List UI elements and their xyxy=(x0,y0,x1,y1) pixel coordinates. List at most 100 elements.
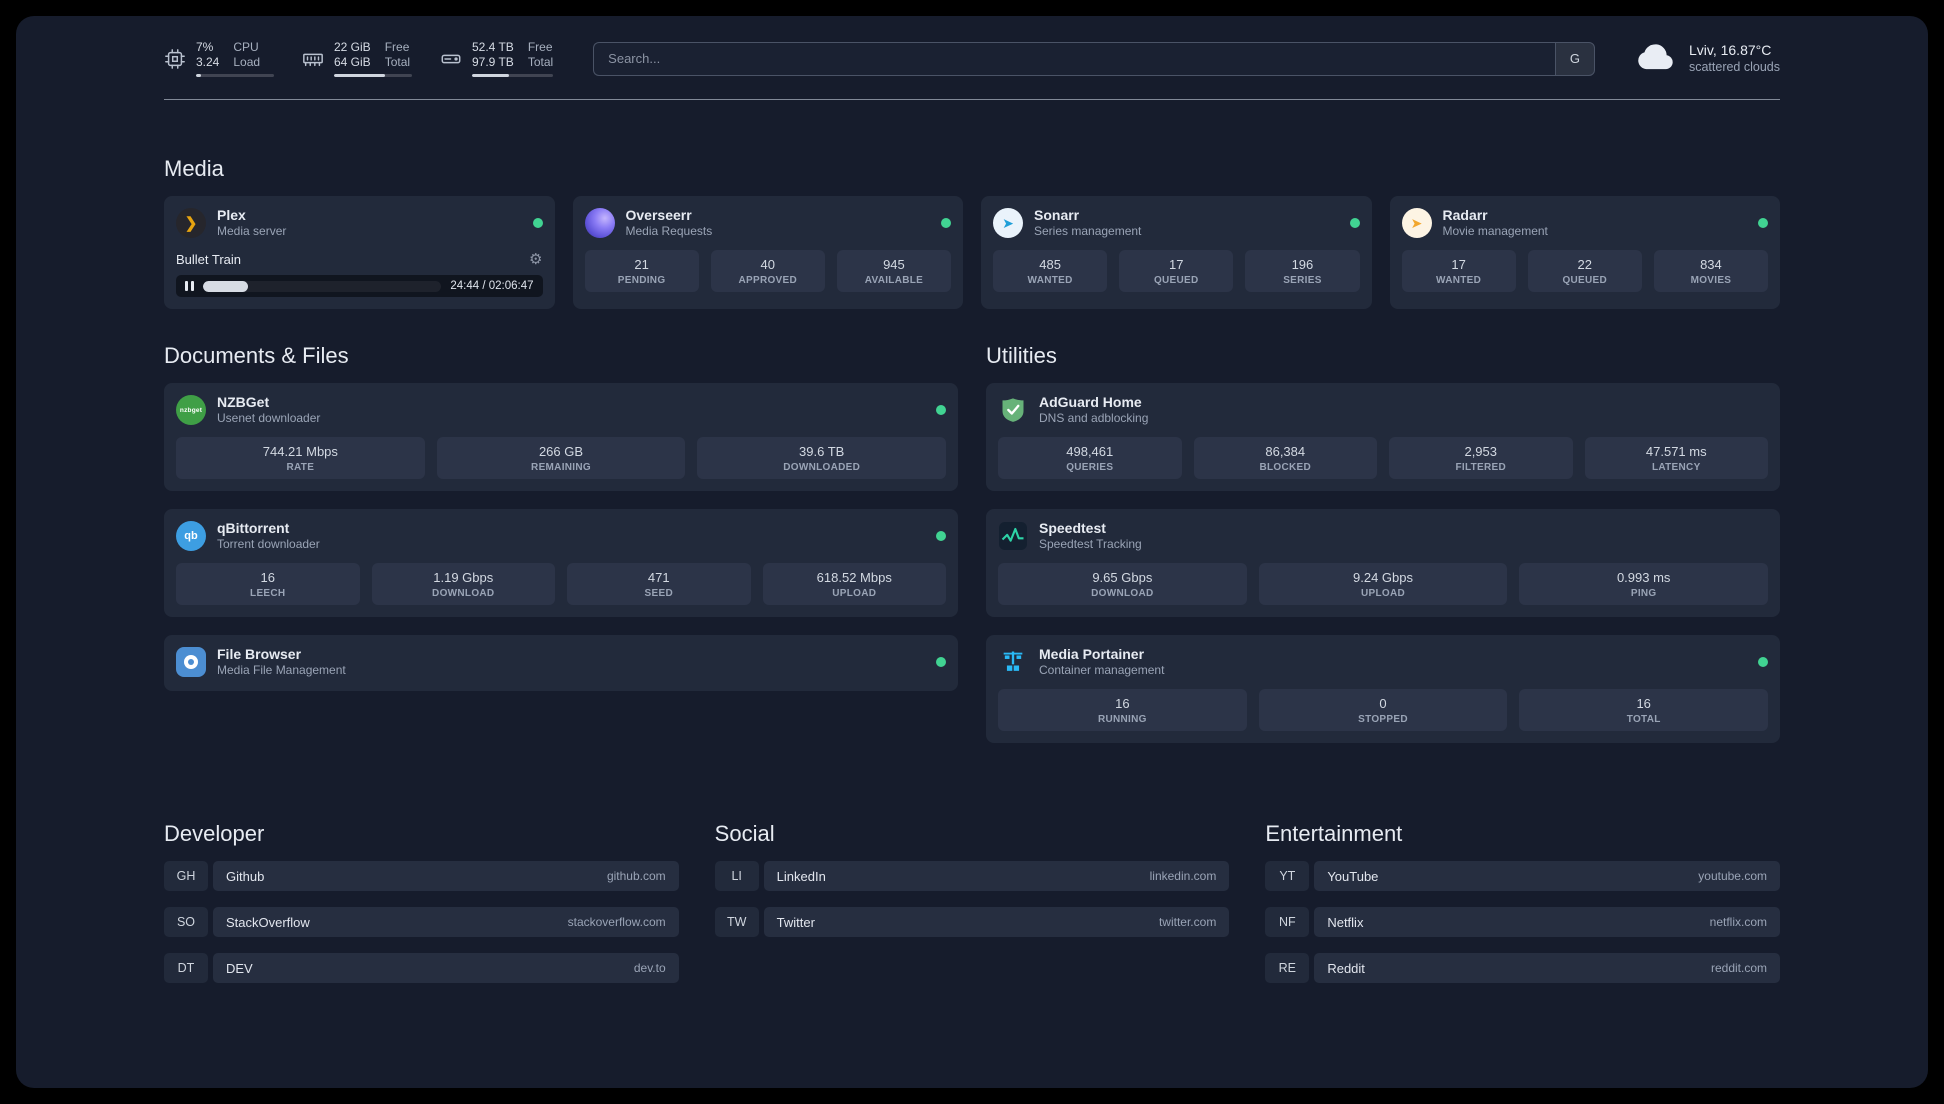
stat-tile: 945 AVAILABLE xyxy=(836,250,952,292)
bookmark-twitter[interactable]: TW Twitter twitter.com xyxy=(714,907,1230,937)
bookmark-abbr: LI xyxy=(714,861,759,891)
stat-tile: 618.52 Mbps UPLOAD xyxy=(762,563,946,605)
resource-widgets: 7% 3.24 CPU Load xyxy=(164,40,554,77)
bookmark-url: dev.to xyxy=(633,961,666,975)
section-documents: Documents & Files nzbget NZBGet Usenet d… xyxy=(164,343,958,709)
adguard-shield-icon xyxy=(998,395,1028,425)
bookmark-abbr: DT xyxy=(164,953,208,983)
service-card-adguard[interactable]: AdGuard Home DNS and adblocking 498,461 … xyxy=(986,383,1780,491)
bookmark-abbr: GH xyxy=(164,861,208,891)
status-dot xyxy=(1349,218,1360,228)
stat-tile: 2,953 FILTERED xyxy=(1389,437,1573,479)
service-card-speedtest[interactable]: Speedtest Speedtest Tracking 9.65 Gbps D… xyxy=(986,509,1780,617)
stat-tile: 21 PENDING xyxy=(584,250,699,292)
service-card-portainer[interactable]: Media Portainer Container management 16 … xyxy=(986,635,1780,743)
section-title-entertainment: Entertainment xyxy=(1265,821,1403,846)
service-description: Movie management xyxy=(1442,224,1548,239)
section-title-utilities: Utilities xyxy=(986,343,1057,368)
disk-free-label: Free xyxy=(527,40,553,54)
stat-tile: 40 APPROVED xyxy=(710,250,825,292)
bookmark-name: LinkedIn xyxy=(776,868,826,884)
nzbget-icon: nzbget xyxy=(176,395,206,425)
stat-tile: 471 SEED xyxy=(567,563,751,605)
status-dot xyxy=(936,531,946,541)
stat-tile: 9.24 Gbps UPLOAD xyxy=(1258,563,1508,605)
service-card-overseerr[interactable]: Overseerr Media Requests 21 PENDING 40 A… xyxy=(572,196,963,309)
search-input[interactable] xyxy=(593,41,1555,76)
bookmark-dev[interactable]: DT DEV dev.to xyxy=(164,953,679,983)
search-bar: G xyxy=(593,41,1595,76)
bookmark-name: YouTube xyxy=(1327,868,1379,884)
section-title-media: Media xyxy=(164,156,224,181)
memory-total-value: 64 GiB xyxy=(334,55,371,69)
service-name: Media Portainer xyxy=(1039,645,1145,662)
service-card-qbittorrent[interactable]: qb qBittorrent Torrent downloader 16 LEE… xyxy=(164,509,958,617)
bookmark-abbr: TW xyxy=(714,907,759,937)
bookmark-github[interactable]: GH Github github.com xyxy=(164,861,679,891)
stat-tile: 16 TOTAL xyxy=(1519,689,1769,731)
bookmark-url: youtube.com xyxy=(1698,869,1767,883)
player-bar[interactable]: 24:44 / 02:06:47 xyxy=(176,275,543,297)
service-name: Radarr xyxy=(1442,206,1488,223)
stat-tile: 1.19 Gbps DOWNLOAD xyxy=(371,563,555,605)
service-card-sonarr[interactable]: ➤ Sonarr Series management 485 WANTED 17… xyxy=(981,196,1372,309)
playback-progress[interactable] xyxy=(203,280,442,292)
status-dot xyxy=(1758,218,1768,228)
stat-tile: 22 QUEUED xyxy=(1527,250,1642,292)
bookmark-stackoverflow[interactable]: SO StackOverflow stackoverflow.com xyxy=(164,907,679,937)
bookmark-name: Twitter xyxy=(776,914,815,930)
bookmark-youtube[interactable]: YT YouTube youtube.com xyxy=(1265,861,1780,891)
bookmark-linkedin[interactable]: LI LinkedIn linkedin.com xyxy=(714,861,1230,891)
gear-icon[interactable]: ⚙ xyxy=(529,251,543,268)
bookmark-name: DEV xyxy=(226,960,253,976)
service-description: Media Requests xyxy=(625,224,713,239)
pause-icon[interactable] xyxy=(185,281,194,291)
service-card-filebrowser[interactable]: File Browser Media File Management xyxy=(164,635,958,691)
bookmark-name: StackOverflow xyxy=(226,914,310,930)
bookmark-group-social: Social LI LinkedIn linkedin.com TW Twitt… xyxy=(714,821,1230,999)
service-card-plex[interactable]: ❯ Plex Media server Bullet Train ⚙ 24:44… xyxy=(164,196,555,309)
service-name: Speedtest xyxy=(1039,519,1106,536)
service-name: AdGuard Home xyxy=(1039,393,1142,410)
service-name: NZBGet xyxy=(217,393,270,410)
service-name: Overseerr xyxy=(625,206,692,223)
disk-widget: 52.4 TB 97.9 TB Free Total xyxy=(440,40,554,77)
bookmark-url: stackoverflow.com xyxy=(567,915,666,929)
cpu-percent: 7% xyxy=(196,40,214,54)
now-playing-title: Bullet Train xyxy=(176,252,242,267)
cpu-load-label: Load xyxy=(233,55,261,69)
stat-tile: 86,384 BLOCKED xyxy=(1193,437,1377,479)
status-dot xyxy=(936,405,946,415)
status-dot xyxy=(1758,657,1768,667)
section-utilities: Utilities AdGuard Home DNS and adblockin… xyxy=(986,343,1780,761)
stat-tile: 17 QUEUED xyxy=(1119,250,1234,292)
top-bar: 7% 3.24 CPU Load xyxy=(164,40,1780,77)
section-media: Media ❯ Plex Media server Bullet Train ⚙ xyxy=(164,156,1780,309)
stat-tile: 485 WANTED xyxy=(993,250,1108,292)
overseerr-icon xyxy=(584,208,615,238)
service-card-radarr[interactable]: ➤ Radarr Movie management 17 WANTED 22 Q… xyxy=(1389,196,1780,309)
bookmark-url: linkedin.com xyxy=(1149,869,1217,883)
memory-progress xyxy=(334,74,412,77)
service-card-nzbget[interactable]: nzbget NZBGet Usenet downloader 744.21 M… xyxy=(164,383,958,491)
header-divider xyxy=(164,99,1780,100)
status-dot xyxy=(941,218,951,228)
search-engine-button[interactable]: G xyxy=(1554,41,1595,76)
service-name: Plex xyxy=(217,206,246,223)
bookmark-netflix[interactable]: NF Netflix netflix.com xyxy=(1265,907,1780,937)
section-title-documents: Documents & Files xyxy=(164,343,349,368)
qbittorrent-icon: qb xyxy=(176,521,206,551)
disk-total-value: 97.9 TB xyxy=(472,55,514,69)
stat-tile: 196 SERIES xyxy=(1245,250,1360,292)
service-description: Torrent downloader xyxy=(217,537,320,552)
disk-progress xyxy=(472,74,554,77)
weather-widget: Lviv, 16.87°C scattered clouds xyxy=(1635,41,1780,75)
bookmark-name: Reddit xyxy=(1327,960,1365,976)
service-description: Container management xyxy=(1039,663,1165,678)
bookmark-reddit[interactable]: RE Reddit reddit.com xyxy=(1265,953,1780,983)
radarr-icon: ➤ xyxy=(1401,208,1432,238)
cloud-icon xyxy=(1635,42,1677,75)
disk-total-label: Total xyxy=(527,55,554,69)
service-description: Speedtest Tracking xyxy=(1039,537,1142,552)
bookmark-abbr: YT xyxy=(1265,861,1310,891)
